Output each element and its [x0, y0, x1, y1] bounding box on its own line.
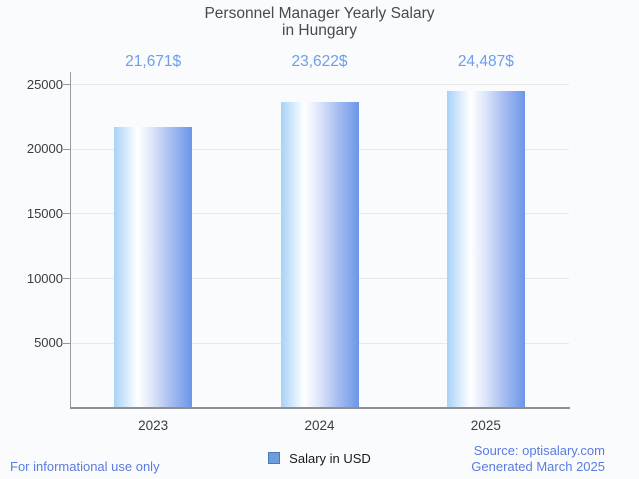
chart-title: Personnel Manager Yearly Salary in Hunga…: [0, 5, 639, 39]
y-axis-tick: [63, 278, 70, 280]
bar-value-label: 24,487$: [457, 53, 514, 70]
legend: Salary in USD: [0, 450, 639, 466]
footer-generated-text: Generated March 2025: [471, 458, 605, 474]
y-axis-tick: [63, 84, 70, 85]
x-axis-label: 2025: [470, 418, 501, 433]
y-axis-tick: [63, 342, 70, 344]
legend-swatch-icon: [268, 452, 281, 464]
chart-title-line-2: in Hungary: [282, 21, 357, 39]
chart-title-line-1: Personnel Manager Yearly Salary: [204, 5, 435, 22]
y-axis-label: 20000: [26, 141, 63, 157]
x-axis-label: 2024: [304, 418, 335, 433]
gridline: [71, 84, 569, 85]
y-axis-tick: [63, 213, 70, 215]
x-axis-label: 2023: [138, 418, 169, 433]
bar-2025[interactable]: [446, 90, 525, 408]
x-axis-line: [70, 407, 570, 409]
y-axis-label: 10000: [26, 270, 63, 286]
y-axis-label: 25000: [26, 76, 63, 92]
y-axis-label: 15000: [26, 205, 63, 221]
bar-value-label: 21,671$: [125, 53, 182, 70]
footer-source-link[interactable]: Source: optisalary.com: [473, 443, 605, 458]
bar-value-label: 23,622$: [291, 53, 348, 70]
bar-2023[interactable]: [114, 127, 193, 408]
y-axis-label: 5000: [34, 335, 63, 351]
bar-2024[interactable]: [280, 101, 359, 408]
y-axis-tick: [63, 148, 70, 150]
footer-source-block: Source: optisalary.com Generated March 2…: [471, 443, 605, 474]
y-axis-line: [70, 72, 71, 409]
legend-label: Salary in USD: [289, 450, 371, 466]
footer-disclaimer: For informational use only: [10, 459, 160, 474]
